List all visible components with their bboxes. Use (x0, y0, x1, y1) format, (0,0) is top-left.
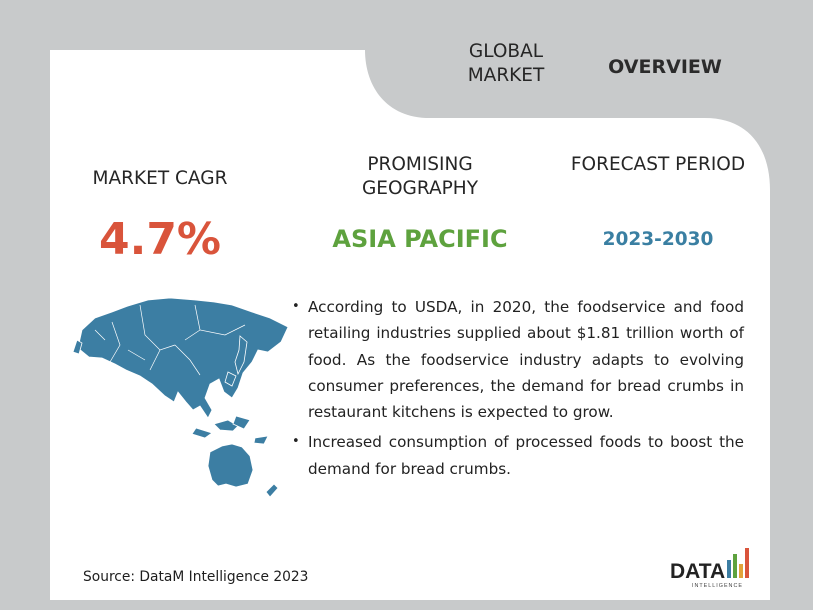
promising-geography-label: PROMISING GEOGRAPHY (361, 154, 479, 199)
insights-list: • According to USDA, in 2020, the foodser… (292, 294, 744, 486)
bullet-icon: • (292, 299, 300, 314)
list-item: • Increased consumption of processed food… (292, 429, 744, 482)
source-note: Source: DataM Intelligence 2023 (83, 569, 309, 585)
forecast-period-value: 2023-2030 (602, 229, 714, 250)
market-cagr-label: MARKET CAGR (92, 168, 228, 189)
overview-heading: OVERVIEW (608, 56, 722, 78)
market-cagr-value: 4.7% (98, 214, 222, 265)
forecast-period-label: FORECAST PERIOD (570, 154, 746, 175)
list-item: • According to USDA, in 2020, the foodser… (292, 294, 744, 425)
bullet-text: Increased consumption of processed foods… (308, 433, 744, 478)
asia-pacific-map (72, 297, 289, 498)
global-market-label: GLOBAL MARKET (467, 41, 545, 86)
promising-geography-value: ASIA PACIFIC (332, 225, 508, 253)
svg-text:INTELLIGENCE: INTELLIGENCE (692, 583, 743, 589)
datam-logo: DATA INTELLIGENCE (670, 548, 749, 589)
bullet-icon: • (292, 434, 300, 450)
bullet-text: According to USDA, in 2020, the foodserv… (308, 298, 744, 422)
svg-text:DATA: DATA (670, 560, 725, 583)
